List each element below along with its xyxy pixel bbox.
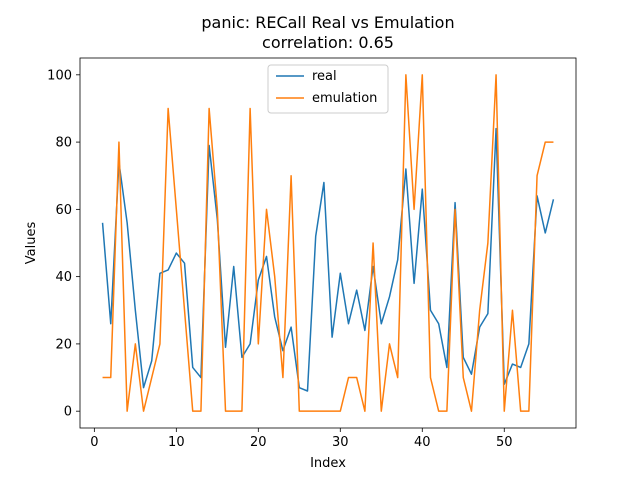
chart-title: panic: RECall Real vs Emulation	[201, 13, 454, 32]
plot-frame	[79, 57, 577, 429]
y-axis-ticks: 0 20 40 60 80 100	[47, 68, 80, 420]
x-tick-label: 0	[90, 435, 98, 450]
y-tick-label: 20	[55, 337, 72, 352]
y-tick-label: 60	[55, 203, 72, 218]
x-tick-label: 40	[414, 435, 431, 450]
x-tick-label: 10	[168, 435, 185, 450]
series-line-emulation	[102, 74, 554, 412]
chart-subtitle: correlation: 0.65	[262, 33, 394, 52]
legend-label-emulation: emulation	[312, 91, 377, 106]
y-tick-label: 100	[47, 68, 72, 83]
x-tick-label: 50	[496, 435, 513, 450]
legend: real emulation	[267, 64, 389, 114]
y-tick-label: 0	[64, 405, 72, 420]
x-tick-label: 20	[250, 435, 267, 450]
series-layer	[101, 74, 555, 412]
y-tick-label: 40	[55, 270, 72, 285]
x-tick-label: 30	[332, 435, 349, 450]
legend-label-real: real	[312, 69, 337, 84]
x-axis-ticks: 0 10 20 30 40 50	[90, 428, 513, 450]
y-axis-label: Values	[24, 222, 39, 265]
y-tick-label: 80	[55, 136, 72, 151]
x-axis-label: Index	[310, 456, 346, 471]
legend-box	[267, 64, 389, 114]
